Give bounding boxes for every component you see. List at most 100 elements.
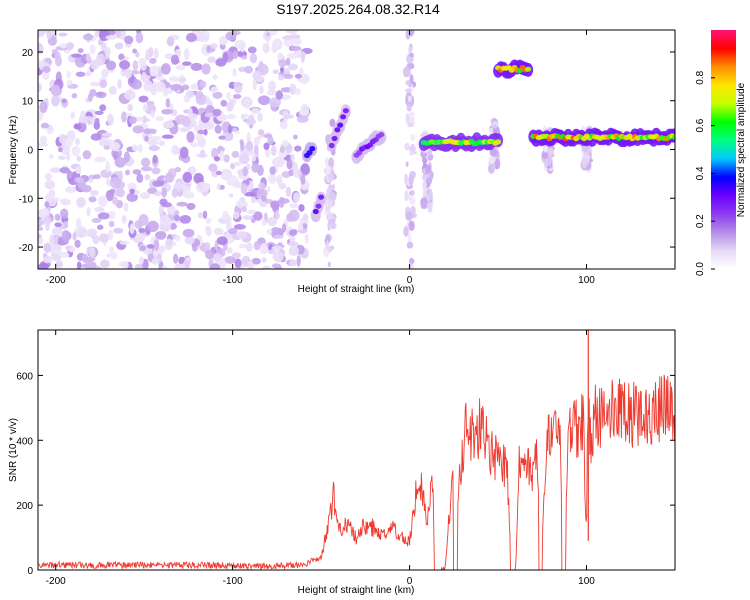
noise-speck: [294, 87, 302, 96]
noise-speck: [244, 192, 256, 197]
noise-speck: [269, 30, 278, 36]
noise-speck: [300, 50, 305, 63]
noise-speck: [251, 257, 261, 265]
noise-speck: [232, 50, 239, 60]
noise-speck: [51, 49, 58, 54]
noise-speck: [258, 134, 263, 140]
noise-speck: [205, 227, 212, 237]
noise-speck: [223, 154, 230, 163]
noise-speck: [97, 212, 110, 220]
noise-speck: [104, 47, 112, 56]
noise-speck: [129, 188, 135, 194]
noise-speck: [212, 91, 223, 99]
noise-speck: [117, 78, 122, 89]
streak-speck: [324, 201, 329, 208]
streak-speck: [328, 157, 335, 169]
noise-speck: [244, 149, 255, 156]
noise-speck: [285, 186, 292, 197]
noise-speck: [228, 228, 238, 235]
noise-speck: [175, 64, 186, 71]
noise-speck: [57, 146, 63, 153]
noise-speck: [44, 173, 53, 181]
noise-speck: [128, 116, 137, 125]
noise-speck: [161, 202, 172, 208]
noise-speck: [247, 46, 257, 54]
streak-speck: [402, 66, 411, 78]
noise-speck: [123, 202, 129, 212]
noise-speck: [232, 68, 237, 77]
noise-speck: [181, 115, 191, 127]
streak-speck: [543, 145, 548, 153]
noise-speck: [283, 114, 294, 119]
noise-speck: [222, 51, 229, 62]
streak-speck: [325, 240, 330, 252]
streak-speck: [404, 189, 409, 202]
noise-speck: [67, 171, 73, 179]
noise-speck: [202, 210, 208, 220]
noise-speck: [38, 226, 44, 231]
streak-speck: [330, 222, 336, 230]
noise-speck: [294, 145, 302, 152]
noise-speck: [126, 192, 138, 202]
noise-speck: [107, 229, 114, 241]
noise-speck: [61, 98, 67, 104]
noise-speck: [208, 163, 218, 172]
noise-speck: [282, 74, 294, 79]
noise-speck: [275, 90, 283, 100]
noise-speck: [147, 140, 159, 146]
noise-speck: [75, 217, 82, 229]
noise-speck: [54, 236, 59, 245]
x-tick-label: 0: [407, 275, 413, 286]
noise-speck: [84, 71, 90, 77]
noise-speck: [259, 243, 269, 255]
noise-speck: [277, 198, 290, 204]
streak-speck: [409, 74, 414, 84]
noise-speck: [266, 186, 271, 193]
noise-speck: [76, 197, 86, 208]
streak-speck: [581, 158, 588, 169]
noise-speck: [138, 227, 146, 233]
noise-speck: [273, 234, 284, 239]
noise-speck: [76, 155, 82, 162]
noise-speck: [247, 114, 255, 122]
noise-speck: [279, 120, 288, 130]
noise-speck: [144, 135, 149, 142]
noise-speck: [146, 244, 155, 249]
noise-speck: [38, 263, 50, 269]
spectrogram-x-axis-label: Height of straight line (km): [298, 284, 415, 295]
noise-speck: [239, 40, 246, 53]
noise-speck: [74, 239, 81, 248]
noise-speck: [205, 217, 212, 224]
noise-speck: [252, 78, 257, 91]
noise-speck: [184, 236, 195, 245]
noise-speck: [42, 255, 53, 264]
noise-speck: [263, 133, 273, 139]
noise-speck: [76, 261, 82, 269]
noise-speck: [179, 146, 189, 159]
noise-speck: [183, 48, 190, 60]
noise-speck: [105, 160, 110, 173]
noise-speck: [203, 128, 208, 136]
x-tick-label: -100: [223, 275, 243, 286]
noise-speck: [158, 204, 164, 216]
noise-speck: [43, 242, 52, 254]
noise-speck: [212, 252, 222, 262]
noise-speck: [135, 32, 144, 44]
streak-speck: [328, 245, 333, 253]
x-tick-label: -100: [223, 576, 243, 587]
noise-speck: [288, 229, 298, 236]
noise-speck: [270, 144, 277, 157]
y-tick-label: 400: [16, 436, 33, 447]
noise-speck: [162, 121, 175, 129]
noise-speck: [261, 195, 267, 202]
spectrogram-image: [38, 30, 675, 269]
noise-speck: [82, 150, 92, 160]
noise-speck: [165, 98, 171, 108]
streak-speck: [408, 220, 415, 232]
noise-speck: [257, 129, 265, 136]
noise-speck: [242, 113, 249, 118]
noise-speck: [124, 35, 134, 45]
noise-speck: [242, 166, 248, 177]
noise-speck: [60, 198, 71, 206]
noise-speck: [89, 88, 97, 97]
